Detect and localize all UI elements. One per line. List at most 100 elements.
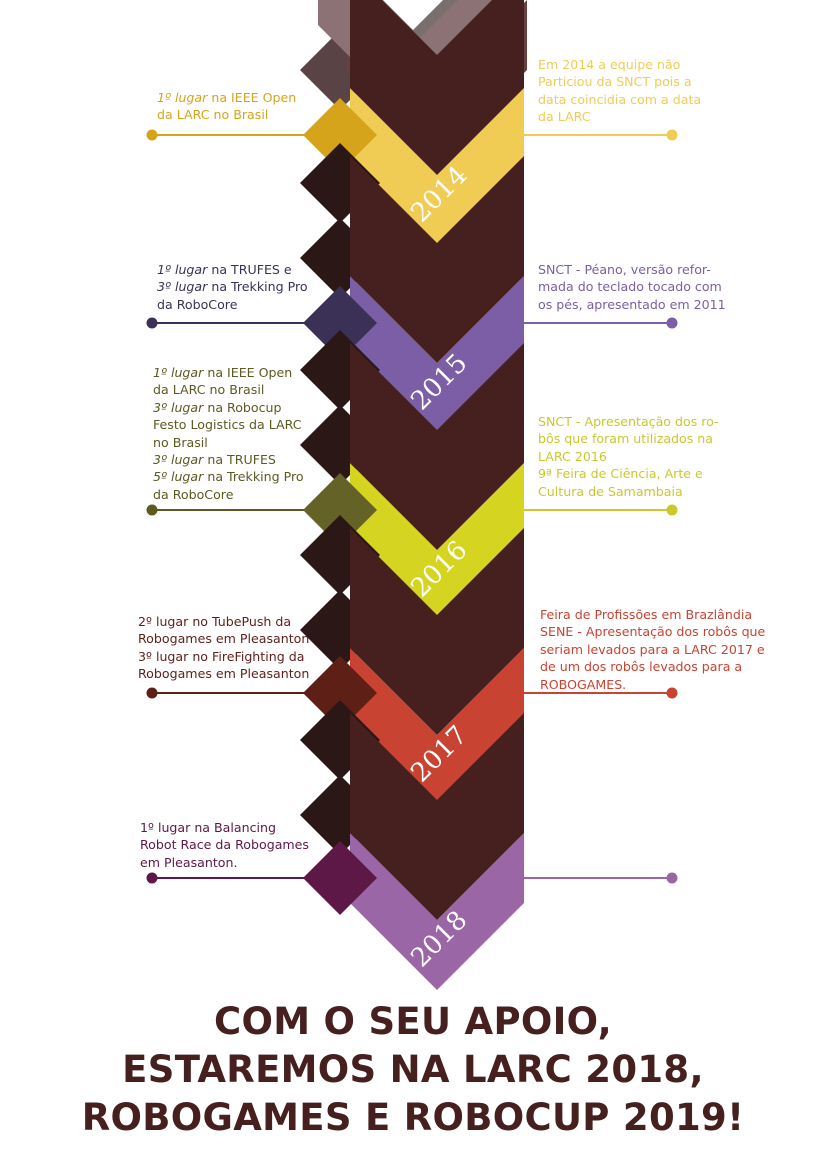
event-line: data coincidia com a data <box>538 91 702 107</box>
achievement-line: da RoboCore <box>153 486 304 503</box>
achievement-text: 1º lugar na Balancing <box>140 820 276 835</box>
achievement-line: da LARC no Brasil <box>153 381 304 398</box>
achievements-2014: 1º lugar na IEEE Open da LARC no Brasil <box>157 89 296 124</box>
node-right-2015 <box>666 317 678 329</box>
achievement-rank: 3º lugar <box>157 279 208 295</box>
achievement-text: 2º lugar no TubePush da <box>138 614 292 629</box>
node-right-2017 <box>666 687 678 699</box>
diamond-accent-2017 <box>303 656 377 730</box>
achievement-line: 3º lugar no FireFighting da <box>138 648 309 665</box>
event-line: Em 2014 a equipe não <box>538 57 681 72</box>
achievement-line: Robogames em Pleasanton <box>138 630 309 647</box>
achievement-line: Robot Race da Robogames <box>140 836 309 853</box>
achievement-line: Festo Logistics da LARC <box>153 416 304 433</box>
events-2017: Feira de Profissões em Brazlândia SENE - … <box>540 606 765 693</box>
achievements-2017: 2º lugar no TubePush da Robogames em Plea… <box>138 613 309 683</box>
achievement-line: 1º lugar na TRUFES e <box>157 261 308 278</box>
achievements-2015: 1º lugar na TRUFES e 3º lugar na Trekking… <box>157 261 308 313</box>
achievement-text: na IEEE Open <box>207 90 297 105</box>
achievement-text: na Trekking Pro <box>207 279 308 295</box>
chevron-2018 <box>350 833 524 990</box>
achievement-text: na TRUFES e <box>207 262 292 277</box>
headline-line-3: ROBOGAMES E ROBOCUP 2019! <box>81 1096 745 1139</box>
event-line: SNCT - Péano, versão refor- <box>538 262 711 277</box>
achievement-line: 1º lugar na IEEE Open <box>157 89 296 106</box>
achievement-line: 2º lugar no TubePush da <box>138 613 309 630</box>
achievement-text: no Brasil <box>153 434 208 450</box>
achievement-text: na IEEE Open <box>203 365 293 380</box>
event-line: 9ª Feira de Ciência, Arte e <box>538 466 703 482</box>
event-line: SENE - Apresentação dos robôs que <box>540 624 766 640</box>
headline-line-1: COM O SEU APOIO, <box>214 1000 612 1043</box>
achievement-line: 3º lugar na TRUFES <box>153 451 304 468</box>
node-left-2014 <box>146 129 158 141</box>
node-left-2018 <box>146 872 158 884</box>
event-line: mada do teclado tocado com <box>538 279 722 295</box>
achievement-line: 5º lugar na Trekking Pro <box>153 468 304 485</box>
chevron-brown-2016 <box>350 343 524 550</box>
events-2015: SNCT - Péano, versão refor-mada do tecla… <box>538 261 726 313</box>
event-line: Feira de Profissões em Brazlândia <box>540 607 753 622</box>
event-line: Cultura de Samambaia <box>538 483 683 499</box>
achievement-rank: 3º lugar <box>153 452 204 468</box>
chevron-2017 <box>350 648 524 805</box>
achievement-text: na Trekking Pro <box>203 469 304 485</box>
achievement-text: da LARC no Brasil <box>153 382 265 398</box>
achievements-2018: 1º lugar na Balancing Robot Race da Robog… <box>140 819 309 871</box>
chevron-brown-2015 <box>350 156 524 363</box>
achievement-rank: 1º lugar <box>157 262 208 277</box>
events-2016: SNCT - Apresentação dos ro-bôs que foram… <box>538 413 719 500</box>
achievement-line: 1º lugar na IEEE Open <box>153 364 304 381</box>
achievement-line: no Brasil <box>153 434 304 451</box>
achievement-line: da LARC no Brasil <box>157 106 296 123</box>
achievement-text: Robogames em Pleasanton <box>138 666 310 682</box>
achievement-text: 3º lugar no FireFighting da <box>138 648 305 664</box>
achievement-text: Robogames em Pleasanton <box>138 631 310 647</box>
chevron-brown-2017 <box>350 528 524 735</box>
achievement-line: 3º lugar na Robocup <box>153 399 304 416</box>
diamond-accent-2014 <box>303 98 377 172</box>
achievement-rank: 5º lugar <box>153 469 204 485</box>
achievement-rank: 1º lugar <box>153 365 204 380</box>
achievement-line: Robogames em Pleasanton <box>138 665 309 682</box>
achievement-text: na TRUFES <box>203 452 276 468</box>
headline: COM O SEU APOIO, ESTAREMOS NA LARC 2018,… <box>0 998 826 1142</box>
chevron-brown-2014 <box>350 0 524 175</box>
event-line: seriam levados para a LARC 2017 e <box>540 641 765 657</box>
chevron-2015 <box>350 276 524 433</box>
events-2014: Em 2014 a equipe não Particiou da SNCT po… <box>538 56 701 126</box>
achievement-line: 3º lugar na Trekking Pro <box>157 278 308 295</box>
event-line: Particiou da SNCT pois a <box>538 74 692 90</box>
diamond-accent-2016 <box>303 473 377 547</box>
event-line: os pés, apresentado em 2011 <box>538 296 726 312</box>
diamond-accent-2018 <box>303 841 377 915</box>
achievement-text: da LARC no Brasil <box>157 107 269 123</box>
achievement-text: na Robocup <box>203 399 282 415</box>
event-line: LARC 2016 <box>538 448 607 464</box>
node-left-2017 <box>146 687 158 699</box>
chevron-2014 <box>350 88 524 245</box>
event-line: SNCT - Apresentação dos ro- <box>538 414 719 429</box>
node-right-2016 <box>666 504 678 516</box>
headline-line-2: ESTAREMOS NA LARC 2018, <box>122 1048 704 1091</box>
achievement-line: em Pleasanton. <box>140 854 309 871</box>
achievement-text: da RoboCore <box>157 296 238 312</box>
achievement-text: da RoboCore <box>153 486 234 502</box>
node-right-2014 <box>666 129 678 141</box>
achievement-rank: 1º lugar <box>157 90 208 105</box>
event-line: da LARC <box>538 109 591 125</box>
achievement-line: da RoboCore <box>157 296 308 313</box>
event-line: bôs que foram utilizados na <box>538 431 714 447</box>
chevron-2016 <box>350 463 524 620</box>
event-line: de um dos robôs levados para a <box>540 659 743 675</box>
node-left-2015 <box>146 317 158 329</box>
event-line: ROBOGAMES. <box>540 676 627 692</box>
achievements-2016: 1º lugar na IEEE Open da LARC no Brasil 3º… <box>153 364 304 503</box>
diamond-accent-2015 <box>303 286 377 360</box>
node-left-2016 <box>146 504 158 516</box>
achievement-line: 1º lugar na Balancing <box>140 819 309 836</box>
chevron-brown-2018 <box>350 713 524 920</box>
node-right-2018 <box>666 872 678 884</box>
achievement-text: Festo Logistics da LARC <box>153 417 302 433</box>
